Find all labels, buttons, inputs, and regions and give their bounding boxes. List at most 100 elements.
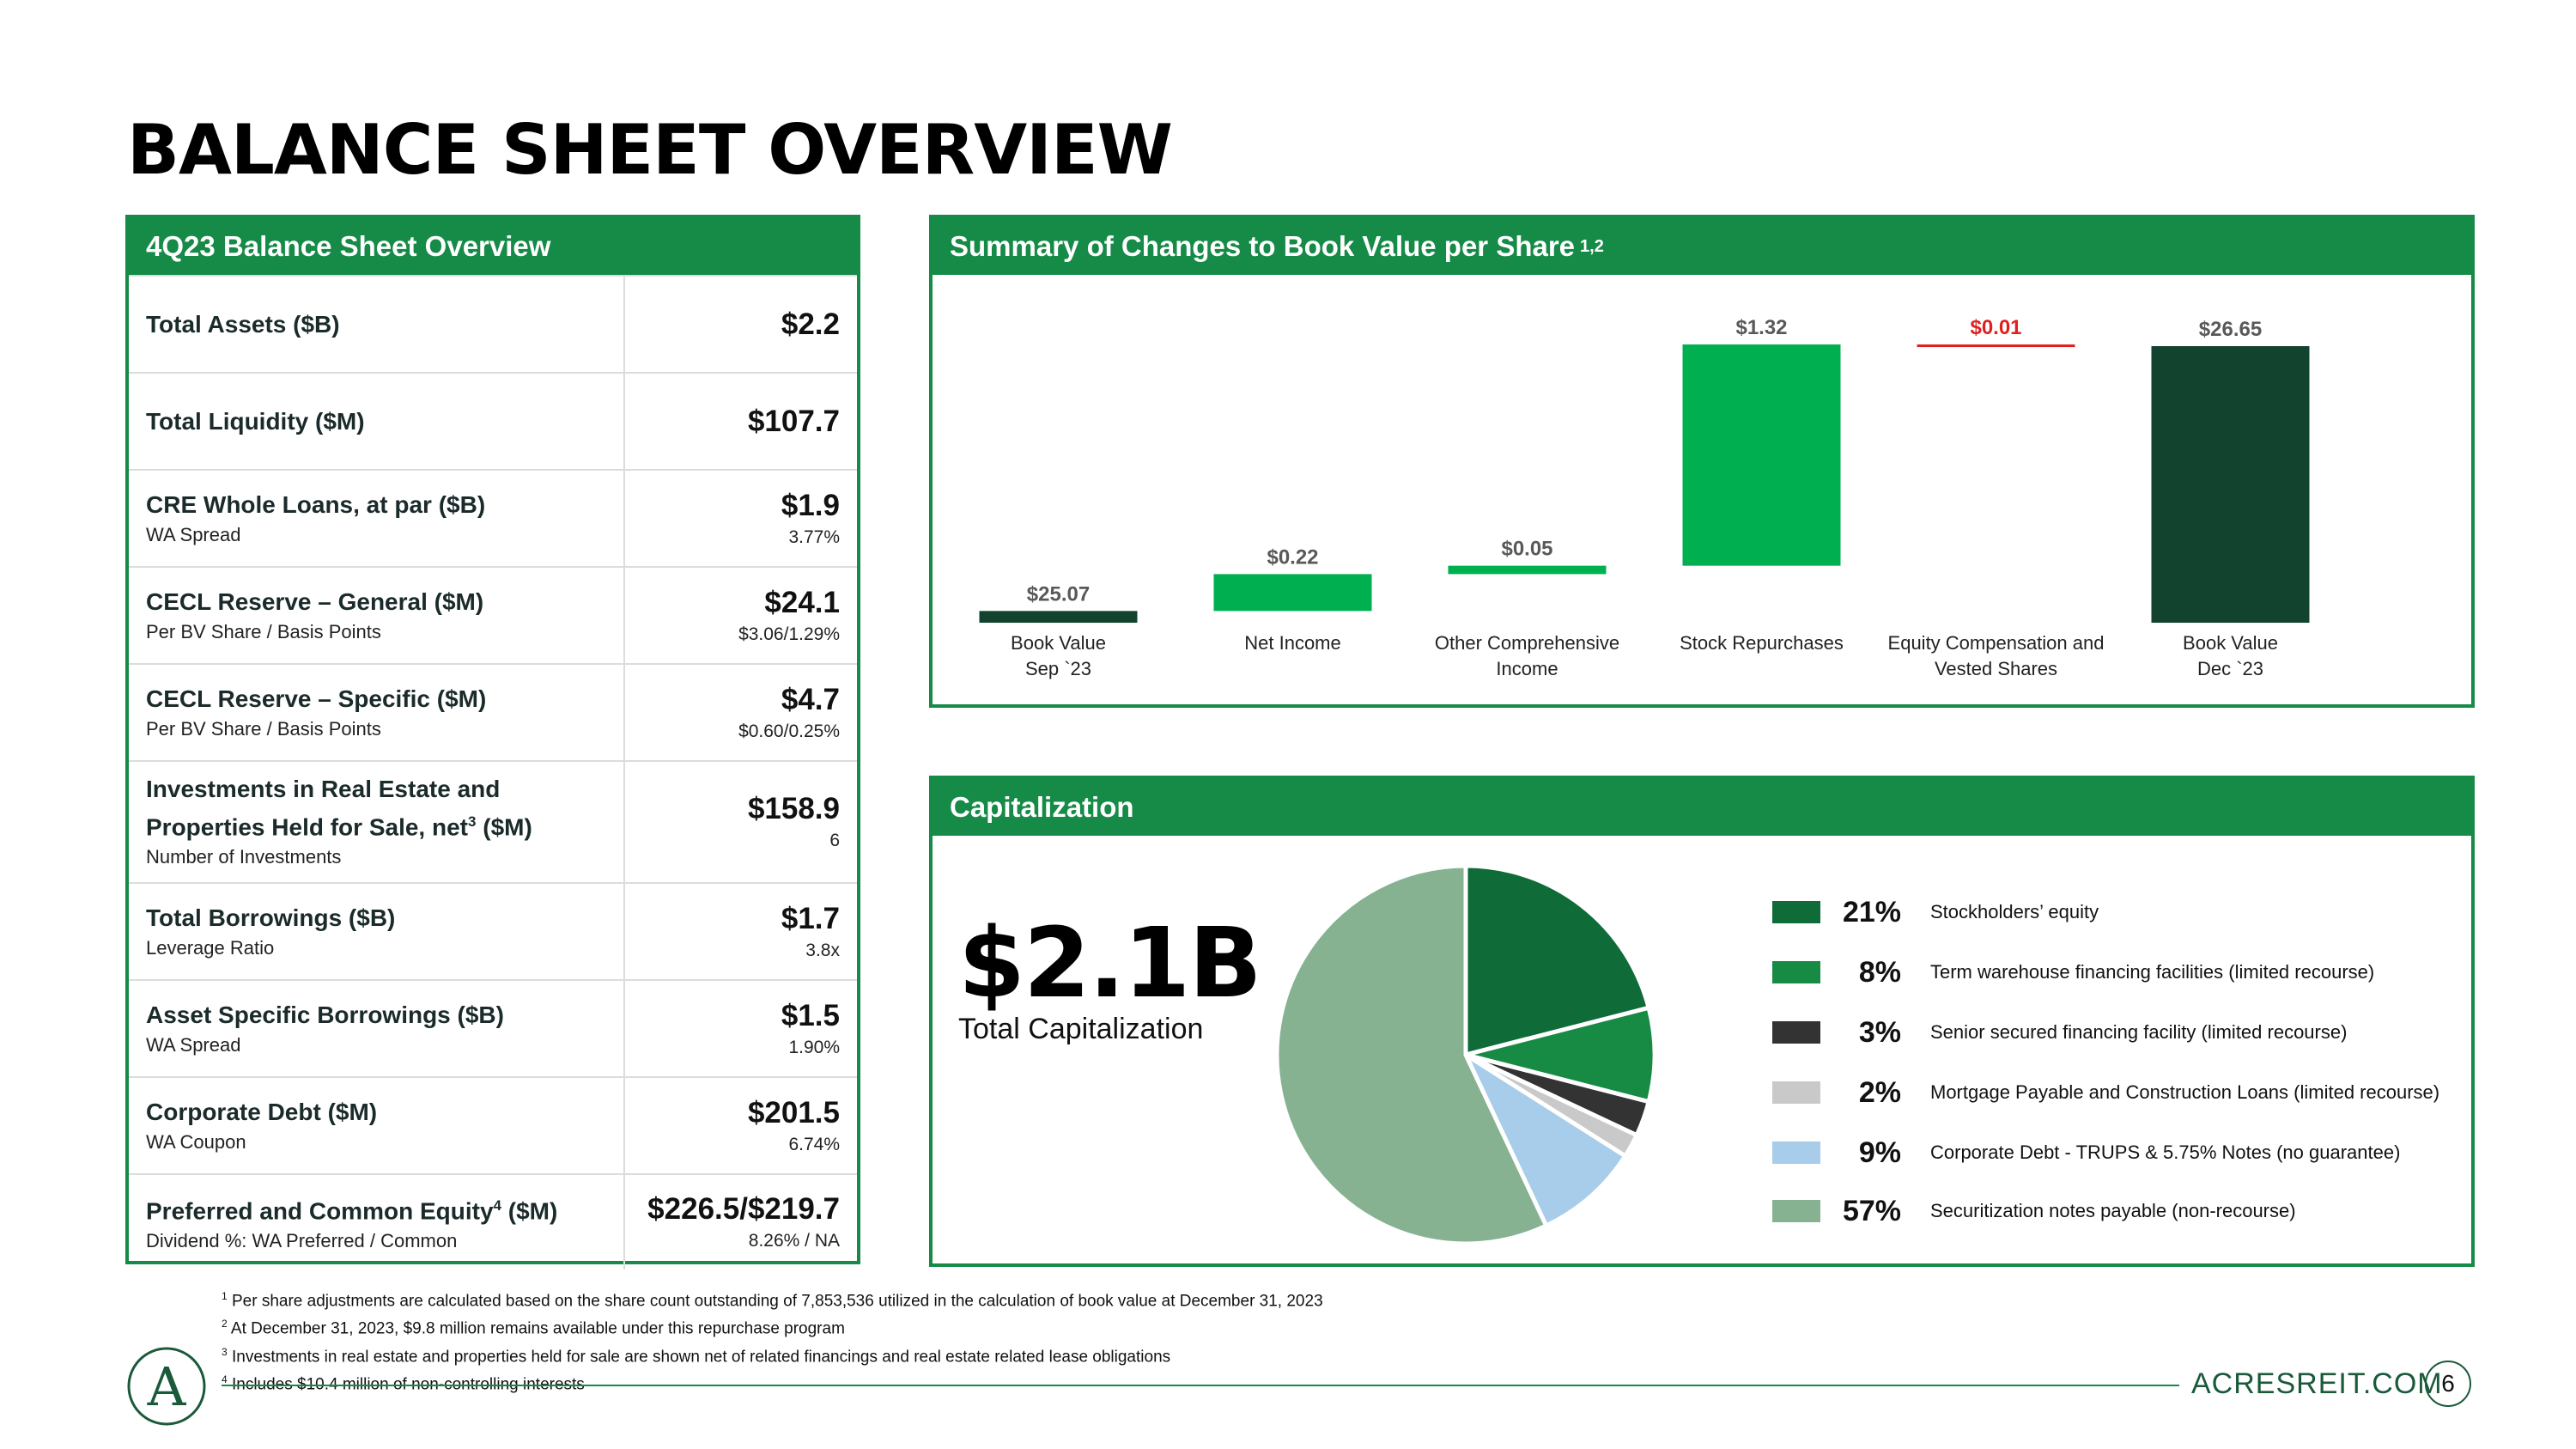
row-sublabel: WA Spread — [146, 523, 241, 545]
waterfall-bar — [979, 611, 1138, 623]
waterfall-category-label: Income — [1496, 658, 1558, 679]
waterfall-category-label: Net Income — [1244, 632, 1341, 654]
legend-label: Mortgage Payable and Construction Loans … — [1930, 1081, 2440, 1103]
waterfall-bar — [1682, 344, 1841, 566]
row-sublabel: Per BV Share / Basis Points — [146, 717, 381, 740]
waterfall-category-label: Book Value — [2183, 632, 2278, 654]
legend-label: Stockholders’ equity — [1930, 901, 2099, 922]
waterfall-category-label: Sep `23 — [1025, 658, 1091, 679]
legend-percent: 57% — [1842, 1194, 1901, 1227]
row-label: Corporate Debt ($M) — [146, 1098, 378, 1125]
svg-text:A: A — [147, 1355, 187, 1418]
table-row: Investments in Real Estate and Propertie… — [129, 760, 857, 882]
row-value: $226.5/$219.7 — [647, 1192, 840, 1226]
acres-logo-icon: A — [127, 1347, 206, 1426]
legend-swatch — [1772, 1081, 1820, 1104]
row-label: CECL Reserve – General ($M) — [146, 588, 484, 615]
row-label-line1: Investments in Real Estate and — [146, 775, 501, 802]
pie-slice — [1274, 863, 1549, 1246]
capitalization-pie-chart — [1274, 863, 1657, 1246]
legend-item: 8% Term warehouse financing facilities (l… — [1772, 951, 2374, 994]
row-subvalue: $0.60/0.25% — [738, 721, 840, 741]
row-sublabel: Per BV Share / Basis Points — [146, 620, 381, 642]
table-row: Total Liquidity ($M) $107.7 — [129, 372, 857, 469]
table-row: Total Borrowings ($B) Leverage Ratio $1.7… — [129, 882, 857, 979]
legend-swatch — [1772, 1142, 1820, 1164]
legend-label: Securitization notes payable (non-recour… — [1930, 1200, 2296, 1221]
legend-label: Term warehouse financing facilities (lim… — [1930, 961, 2375, 983]
waterfall-data-label: $1.32 — [1735, 316, 1787, 339]
footnote-ref: 4 — [493, 1196, 501, 1214]
row-label: CECL Reserve – Specific ($M) — [146, 685, 487, 712]
waterfall-category-label: Book Value — [1011, 632, 1106, 654]
table-row: Asset Specific Borrowings ($B) WA Spread … — [129, 979, 857, 1076]
row-sublabel: WA Spread — [146, 1033, 241, 1056]
row-label: Total Assets ($B) — [146, 310, 340, 338]
waterfall-data-label: $0.22 — [1267, 545, 1318, 569]
waterfall-category-label: Other Comprehensive — [1435, 632, 1619, 654]
legend-swatch — [1772, 901, 1820, 923]
legend-item: 21% Stockholders’ equity — [1772, 891, 2099, 934]
pie-slice — [1463, 863, 1652, 1058]
row-subvalue: 3.8x — [805, 940, 840, 960]
table-row: CECL Reserve – Specific ($M) Per BV Share… — [129, 663, 857, 760]
row-subvalue: 6.74% — [788, 1134, 840, 1154]
row-label: Asset Specific Borrowings ($B) — [146, 1001, 504, 1028]
row-subvalue: 1.90% — [788, 1037, 840, 1057]
row-value: $24.1 — [764, 585, 840, 619]
row-value: $158.9 — [747, 792, 840, 825]
legend-swatch — [1772, 1021, 1820, 1044]
legend-percent: 9% — [1858, 1135, 1901, 1169]
waterfall-bar — [2151, 346, 2310, 623]
row-label: CRE Whole Loans, at par ($B) — [146, 490, 486, 518]
book-value-panel: Summary of Changes to Book Value per Sha… — [929, 215, 2475, 708]
table-row: CECL Reserve – General ($M) Per BV Share … — [129, 566, 857, 663]
balance-sheet-header: 4Q23 Balance Sheet Overview — [129, 218, 857, 275]
row-sublabel: Leverage Ratio — [146, 936, 275, 959]
page-number: 6 — [2425, 1361, 2471, 1407]
waterfall-bar — [1213, 574, 1372, 612]
book-value-header: Summary of Changes to Book Value per Sha… — [933, 218, 2471, 275]
footnote: 1 Per share adjustments are calculated b… — [222, 1290, 1323, 1311]
footer-divider — [222, 1385, 2179, 1386]
waterfall-bar — [1448, 565, 1607, 575]
row-value: $1.7 — [781, 901, 840, 935]
legend-label: Senior secured financing facility (limit… — [1930, 1021, 2348, 1043]
footnote-ref: 3 — [468, 813, 477, 830]
legend-swatch — [1772, 961, 1820, 983]
row-label: Total Liquidity ($M) — [146, 407, 365, 435]
legend-percent: 8% — [1858, 955, 1901, 989]
footnote-ref: 1,2 — [1580, 236, 1604, 256]
capitalization-header: Capitalization — [933, 779, 2471, 836]
waterfall-data-label: $0.01 — [1970, 316, 2021, 339]
legend-item: 2% Mortgage Payable and Construction Loan… — [1772, 1071, 2439, 1114]
row-subvalue: 3.77% — [788, 527, 840, 547]
footnote: 3 Investments in real estate and propert… — [222, 1345, 1171, 1366]
row-subvalue: $3.06/1.29% — [738, 624, 840, 644]
row-sublabel: Dividend %: WA Preferred / Common — [146, 1230, 458, 1252]
legend-label: Corporate Debt - TRUPS & 5.75% Notes (no… — [1930, 1142, 2401, 1163]
pie-slice — [1461, 1049, 1629, 1229]
waterfall-category-label: Dec `23 — [2197, 658, 2263, 679]
row-value: $107.7 — [747, 404, 840, 438]
book-value-waterfall-chart: $25.07 Book Value Sep `23 $0.22 Net Income $0… — [979, 316, 2310, 679]
row-sublabel: WA Coupon — [146, 1130, 246, 1153]
legend-swatch — [1772, 1200, 1820, 1222]
footnote: 4 Includes $10.4 million of non-controll… — [222, 1373, 585, 1394]
table-row: Corporate Debt ($M) WA Coupon $201.5 6.74% — [129, 1076, 857, 1173]
row-value: $1.9 — [781, 488, 840, 522]
footer-website-link[interactable]: ACRESREIT.COM — [2191, 1367, 2443, 1400]
waterfall-bar — [1917, 344, 2075, 348]
legend-percent: 3% — [1858, 1015, 1901, 1049]
waterfall-category-label: Stock Repurchases — [1680, 632, 1844, 654]
row-value: $201.5 — [747, 1095, 840, 1129]
row-subvalue: 8.26% / NA — [748, 1231, 840, 1251]
legend-item: 57% Securitization notes payable (non-rec… — [1772, 1190, 2296, 1233]
capitalization-panel: Capitalization $2.1B Total Capitalizatio… — [929, 776, 2475, 1267]
waterfall-data-label: $25.07 — [1027, 582, 1090, 606]
row-value: $2.2 — [781, 307, 840, 341]
waterfall-data-label: $26.65 — [2199, 318, 2262, 341]
balance-sheet-panel: 4Q23 Balance Sheet Overview Total Assets… — [125, 215, 860, 1269]
table-row: Preferred and Common Equity4 ($M) Divide… — [129, 1173, 857, 1269]
footnote: 2 At December 31, 2023, $9.8 million rem… — [222, 1318, 845, 1338]
